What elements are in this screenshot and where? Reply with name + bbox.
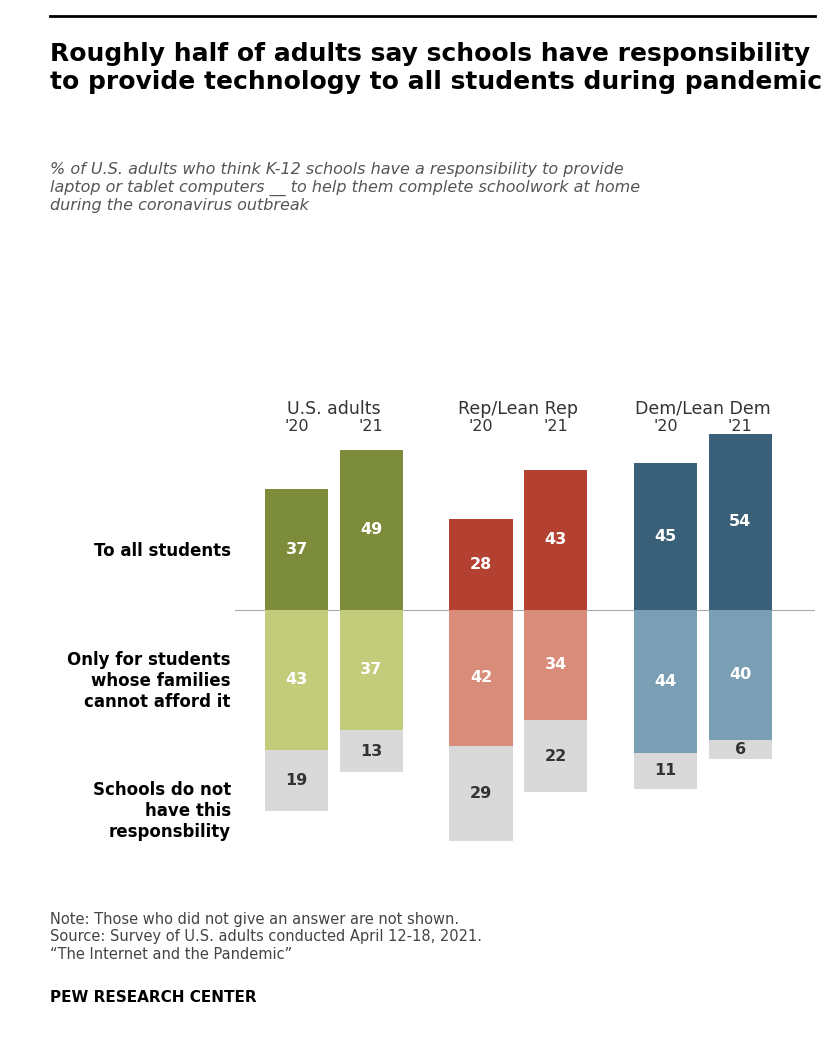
Text: Roughly half of adults say schools have responsibility
to provide technology to : Roughly half of adults say schools have … [50,42,822,93]
Text: '20: '20 [654,419,678,434]
Text: 6: 6 [735,742,746,757]
Text: 44: 44 [654,674,677,689]
Bar [339,730,403,772]
Text: 13: 13 [360,744,382,759]
Text: 43: 43 [544,532,567,547]
Bar [339,610,403,730]
Text: '20: '20 [469,419,493,434]
Text: 37: 37 [286,542,307,556]
Text: 42: 42 [470,671,492,685]
Bar [449,519,512,610]
Bar [708,610,772,740]
Text: Only for students
whose families
cannot afford it: Only for students whose families cannot … [67,652,231,711]
Text: PEW RESEARCH CENTER: PEW RESEARCH CENTER [50,990,257,1005]
Text: '20: '20 [285,419,309,434]
Bar [634,463,697,610]
Text: 11: 11 [654,763,677,779]
Bar [708,740,772,759]
Text: 29: 29 [470,786,492,801]
Bar [449,746,512,840]
Text: 49: 49 [360,523,382,538]
Text: '21: '21 [543,419,568,434]
Text: U.S. adults: U.S. adults [287,399,381,418]
Bar [449,610,512,746]
Bar [265,610,328,749]
Text: 19: 19 [286,772,307,788]
Text: Dem/Lean Dem: Dem/Lean Dem [635,399,771,418]
Bar [265,489,328,610]
Bar [524,470,587,610]
Text: % of U.S. adults who think K-12 schools have a responsibility to provide
laptop : % of U.S. adults who think K-12 schools … [50,162,641,214]
Text: 22: 22 [544,748,567,764]
Bar [524,610,587,720]
Text: 34: 34 [544,657,567,673]
Bar [524,720,587,792]
Text: Rep/Lean Rep: Rep/Lean Rep [459,399,579,418]
Text: '21: '21 [727,419,753,434]
Text: 28: 28 [470,556,492,571]
Text: 37: 37 [360,662,382,677]
Text: Note: Those who did not give an answer are not shown.
Source: Survey of U.S. adu: Note: Those who did not give an answer a… [50,912,482,962]
Text: 54: 54 [729,515,751,529]
Text: 43: 43 [286,672,307,687]
Bar [339,451,403,610]
Bar [708,434,772,610]
Text: 40: 40 [729,668,751,682]
Text: '21: '21 [359,419,384,434]
Text: To all students: To all students [94,542,231,560]
Text: 45: 45 [654,529,677,544]
Bar [634,610,697,752]
Bar [265,749,328,811]
Text: Schools do not
have this
responsbility: Schools do not have this responsbility [92,782,231,842]
Bar [634,752,697,788]
